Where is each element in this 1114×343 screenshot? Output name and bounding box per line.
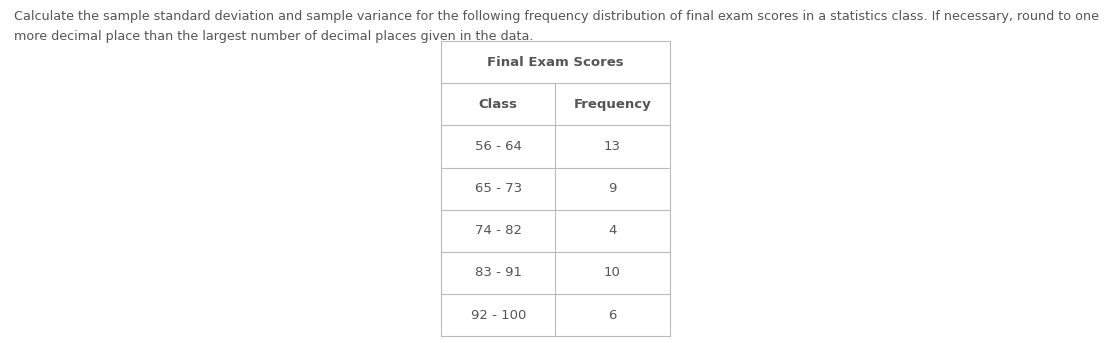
Text: Calculate the sample standard deviation and sample variance for the following fr: Calculate the sample standard deviation … (14, 10, 1100, 43)
Text: 10: 10 (604, 267, 620, 280)
Text: 4: 4 (608, 224, 617, 237)
Text: 83 - 91: 83 - 91 (475, 267, 521, 280)
Text: 65 - 73: 65 - 73 (475, 182, 521, 195)
Text: 74 - 82: 74 - 82 (475, 224, 521, 237)
Text: 13: 13 (604, 140, 620, 153)
Text: Final Exam Scores: Final Exam Scores (487, 56, 624, 69)
Text: Frequency: Frequency (574, 98, 652, 111)
Text: 56 - 64: 56 - 64 (475, 140, 521, 153)
Text: Class: Class (479, 98, 518, 111)
Text: 6: 6 (608, 309, 617, 322)
Text: 9: 9 (608, 182, 617, 195)
Text: 92 - 100: 92 - 100 (470, 309, 526, 322)
